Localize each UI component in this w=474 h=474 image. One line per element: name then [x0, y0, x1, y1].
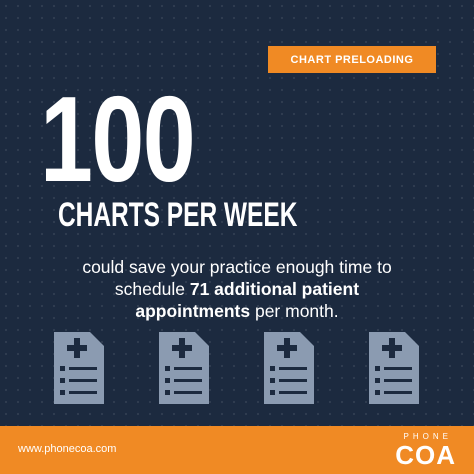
body-text-part: per month. — [254, 301, 339, 321]
tag: CHART PRELOADING — [268, 46, 436, 73]
document-icon — [159, 332, 209, 404]
logo-main: COA — [395, 440, 456, 470]
body-text-part: schedule — [114, 279, 185, 299]
footer-url[interactable]: www.phonecoa.com — [18, 443, 117, 455]
headline-number: 100 — [40, 71, 196, 207]
document-icon — [264, 332, 314, 404]
body-bold: appointments — [135, 301, 251, 321]
body-text: could save your practice enough time to … — [0, 256, 474, 322]
icons — [54, 332, 419, 404]
footer: www.phonecoa.com PHONE COA — [0, 426, 474, 474]
document-icon — [369, 332, 419, 404]
logo-top: PHONE — [403, 432, 452, 441]
body-bold: 71 additional patient — [189, 279, 360, 299]
headline-subtitle: CHARTS PER WEEK — [58, 196, 298, 234]
body-line: could save your practice enough time to — [82, 257, 392, 277]
document-icon — [54, 332, 104, 404]
